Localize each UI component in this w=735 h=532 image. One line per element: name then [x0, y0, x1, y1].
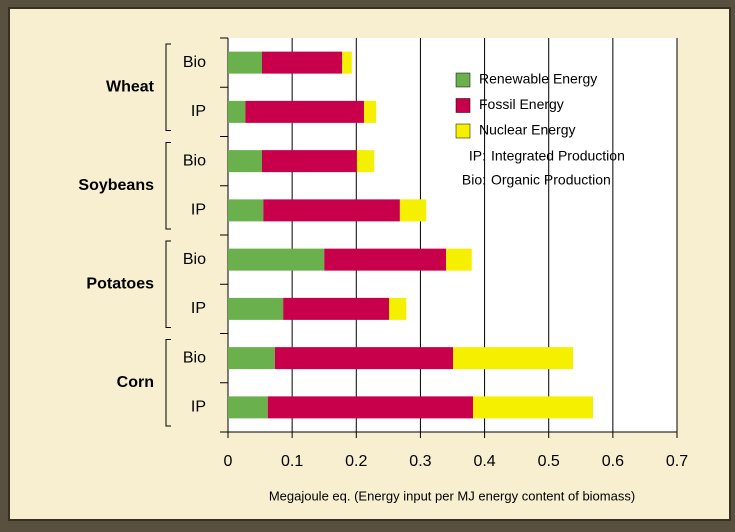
group-label: Soybeans	[78, 177, 154, 194]
x-tick-label: 0.2	[345, 453, 367, 470]
x-tick-label: 0.3	[409, 453, 431, 470]
legend-swatch	[456, 73, 470, 87]
group-label: Wheat	[106, 78, 155, 95]
category-label: Bio	[183, 54, 206, 71]
legend-label: Nuclear Energy	[479, 122, 576, 138]
bar-segment	[446, 249, 472, 271]
bar-segment	[473, 396, 593, 418]
bar-segment	[228, 298, 283, 320]
x-tick-label: 0	[224, 453, 233, 470]
bar-segment	[453, 347, 573, 369]
legend-label: Renewable Energy	[479, 71, 597, 87]
bar-segment	[228, 52, 262, 74]
x-tick-label: 0.6	[602, 453, 624, 470]
bar-segment	[262, 150, 357, 172]
bar-segment	[228, 199, 263, 221]
category-label: Bio	[183, 349, 206, 366]
bar-segment	[275, 347, 453, 369]
bar-segment	[228, 150, 262, 172]
bar-segment	[324, 249, 446, 271]
category-label: Bio	[183, 251, 206, 268]
legend-swatch	[456, 99, 470, 113]
bar-segment	[262, 52, 342, 74]
bar-segment	[263, 199, 400, 221]
x-tick-label: 0.1	[281, 453, 303, 470]
group-label: Corn	[117, 374, 154, 391]
x-axis-label: Megajoule eq. (Energy input per MJ energ…	[269, 488, 635, 503]
bar-segment	[342, 52, 352, 74]
bar-segment	[364, 101, 376, 123]
x-tick-label: 0.4	[473, 453, 495, 470]
x-tick-label: 0.5	[538, 453, 560, 470]
bar-segment	[400, 199, 426, 221]
page: Megajoule eq. (Energy input per MJ energ…	[0, 0, 735, 527]
note-key: Bio:	[462, 172, 486, 188]
bar-segment	[228, 101, 245, 123]
bar-segment	[268, 396, 473, 418]
group-label: Potatoes	[86, 275, 154, 292]
bar-segment	[228, 347, 275, 369]
chart: Megajoule eq. (Energy input per MJ energ…	[0, 0, 735, 527]
legend-swatch	[456, 124, 470, 138]
note-text: Organic Production	[491, 172, 611, 188]
bar-segment	[228, 249, 324, 271]
x-tick-label: 0.7	[666, 453, 688, 470]
bar-segment	[389, 298, 406, 320]
legend-label: Fossil Energy	[479, 96, 564, 112]
category-label: IP	[191, 300, 206, 317]
note-text: Integrated Production	[491, 148, 625, 164]
bar-segment	[245, 101, 364, 123]
category-label: IP	[191, 399, 206, 416]
category-label: Bio	[183, 152, 206, 169]
plot-area	[228, 38, 677, 432]
bar-segment	[228, 396, 268, 418]
bar-segment	[283, 298, 389, 320]
note-key: IP:	[469, 148, 486, 164]
category-label: IP	[191, 202, 206, 219]
bar-segment	[357, 150, 374, 172]
category-label: IP	[191, 103, 206, 120]
